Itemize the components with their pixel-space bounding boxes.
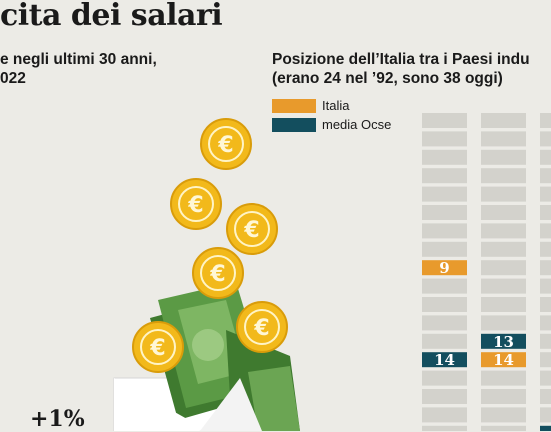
- left-subtitle-line: e negli ultimi 30 anni,: [0, 51, 157, 68]
- rank-marker: [422, 260, 467, 276]
- rank-cell: [422, 113, 467, 128]
- rank-cell: [540, 297, 551, 312]
- rank-cell: [540, 370, 551, 386]
- rank-cell: [481, 186, 526, 202]
- rank-cell: [481, 407, 526, 423]
- rank-cell: [422, 278, 467, 294]
- svg-text:€: €: [217, 133, 233, 158]
- coin-icon: €: [226, 203, 278, 255]
- rank-cell: [540, 205, 551, 220]
- rank-cell: [422, 425, 467, 431]
- rank-cell: [422, 333, 467, 349]
- rank-cell: [540, 278, 551, 294]
- rank-cell: [481, 370, 526, 386]
- rank-cell: [422, 407, 467, 423]
- rank-marker: [540, 425, 551, 431]
- rank-cell: [481, 278, 526, 294]
- rank-cell: [540, 168, 551, 184]
- rank-cell: [540, 131, 551, 147]
- rank-label: 13: [493, 333, 514, 351]
- coin-icon: €: [192, 247, 244, 299]
- rank-cell: [422, 389, 467, 404]
- coin-icon: €: [132, 321, 184, 373]
- coin-icon: €: [170, 178, 222, 230]
- rank-cell: [422, 370, 467, 386]
- svg-text:€: €: [149, 336, 165, 361]
- coin-icon: €: [200, 118, 252, 170]
- rank-marker: [422, 352, 467, 368]
- rank-cell: [481, 389, 526, 404]
- rank-cell: [481, 260, 526, 276]
- legend-label-italia: Italia: [322, 98, 350, 113]
- right-subtitle: Posizione dell’Italia tra i Paesi indu (…: [272, 50, 530, 88]
- rank-cell: [540, 260, 551, 276]
- rank-marker: [481, 352, 526, 368]
- rank-cell: [540, 241, 551, 257]
- coin-icon: €: [236, 301, 288, 353]
- legend-swatch-italia: [272, 99, 316, 113]
- rank-cell: [540, 149, 551, 165]
- legend-label-ocse: media Ocse: [322, 117, 392, 132]
- rank-cell: [422, 223, 467, 239]
- rank-cell: [481, 297, 526, 312]
- rank-cell: [422, 205, 467, 220]
- svg-text:€: €: [243, 218, 259, 243]
- rank-cell: [422, 241, 467, 257]
- rank-cell: [422, 315, 467, 331]
- rank-cell: [540, 333, 551, 349]
- rank-cell: [540, 315, 551, 331]
- growth-value-label: +1%: [30, 406, 85, 432]
- svg-text:€: €: [253, 316, 269, 341]
- rank-cell: [481, 149, 526, 165]
- right-subtitle-line: Posizione dell’Italia tra i Paesi indu: [272, 51, 530, 68]
- right-subtitle-line: (erano 24 nel ’92, sono 38 oggi): [272, 70, 503, 87]
- svg-text:€: €: [209, 262, 225, 287]
- rank-cell: [540, 186, 551, 202]
- rank-label: 14: [434, 351, 455, 369]
- rank-cell: [422, 149, 467, 165]
- rank-cell: [481, 131, 526, 147]
- svg-text:€: €: [187, 193, 203, 218]
- rank-cell: [481, 425, 526, 431]
- ranking-column: 18: [540, 113, 551, 431]
- rank-marker: [481, 333, 526, 349]
- rank-cell: [481, 168, 526, 184]
- rank-cell: [422, 168, 467, 184]
- rank-cell: [481, 315, 526, 331]
- rank-cell: [422, 131, 467, 147]
- rank-cell: [540, 113, 551, 128]
- rank-cell: [540, 223, 551, 239]
- rank-cell: [540, 389, 551, 404]
- page-title: cita dei salari: [0, 0, 223, 33]
- rank-label: 9: [439, 259, 449, 277]
- left-subtitle-line: 022: [0, 70, 26, 87]
- rank-cell: [540, 407, 551, 423]
- left-subtitle: e negli ultimi 30 anni, 022: [0, 50, 157, 88]
- rank-cell: [481, 205, 526, 220]
- rank-label: 14: [493, 351, 514, 369]
- rank-cell: [422, 297, 467, 312]
- rank-cell: [481, 113, 526, 128]
- rank-cell: [481, 241, 526, 257]
- ranking-column: 9 14: [422, 113, 467, 431]
- legend-swatch-ocse: [272, 118, 316, 132]
- rank-cell: [540, 352, 551, 368]
- rank-cell: [481, 223, 526, 239]
- rank-cell: [422, 186, 467, 202]
